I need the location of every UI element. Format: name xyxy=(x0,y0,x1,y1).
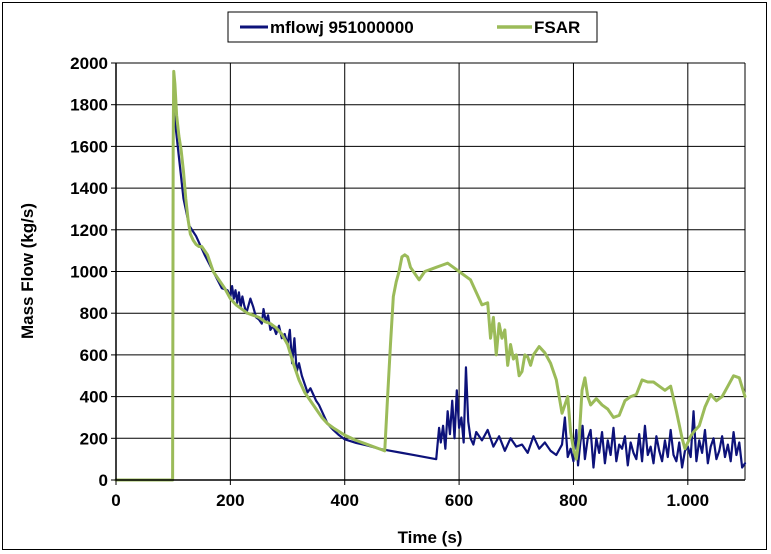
y-axis-title: Mass Flow (kg/s) xyxy=(18,203,37,339)
y-tick-label-3: 600 xyxy=(80,346,108,365)
x-tick-label-5: 1.000 xyxy=(667,491,710,510)
legend: mflowj 951000000 FSAR xyxy=(227,11,598,43)
y-tick-label-7: 1400 xyxy=(70,179,108,198)
y-tick-label-2: 400 xyxy=(80,388,108,407)
series-line-fsar xyxy=(114,69,747,482)
x-tick-label-2: 400 xyxy=(331,491,359,510)
x-tick-label-0: 0 xyxy=(111,491,120,510)
y-tick-label-10: 2000 xyxy=(70,54,108,73)
y-tick-label-8: 1600 xyxy=(70,137,108,156)
x-tick-label-1: 200 xyxy=(216,491,244,510)
x-tick-label-3: 600 xyxy=(445,491,473,510)
y-tick-label-6: 1200 xyxy=(70,221,108,240)
legend-label-fsar: FSAR xyxy=(534,18,580,37)
y-tick-label-1: 200 xyxy=(80,429,108,448)
series-line-mflowj xyxy=(114,109,747,482)
grid-lines xyxy=(116,62,746,480)
y-tick-label-0: 0 xyxy=(99,471,108,490)
x-axis-title: Time (s) xyxy=(398,528,463,547)
legend-box xyxy=(227,11,598,43)
y-tick-label-5: 1000 xyxy=(70,263,108,282)
series-layer xyxy=(114,69,747,482)
x-tick-label-4: 800 xyxy=(559,491,587,510)
tick-labels: 0 200 400 600 800 1000 1200 1400 1600 1800 2000 0 20… xyxy=(70,54,709,510)
y-tick-label-9: 1800 xyxy=(70,96,108,115)
legend-label-mflowj: mflowj 951000000 xyxy=(270,18,414,37)
y-tick-label-4: 800 xyxy=(80,304,108,323)
